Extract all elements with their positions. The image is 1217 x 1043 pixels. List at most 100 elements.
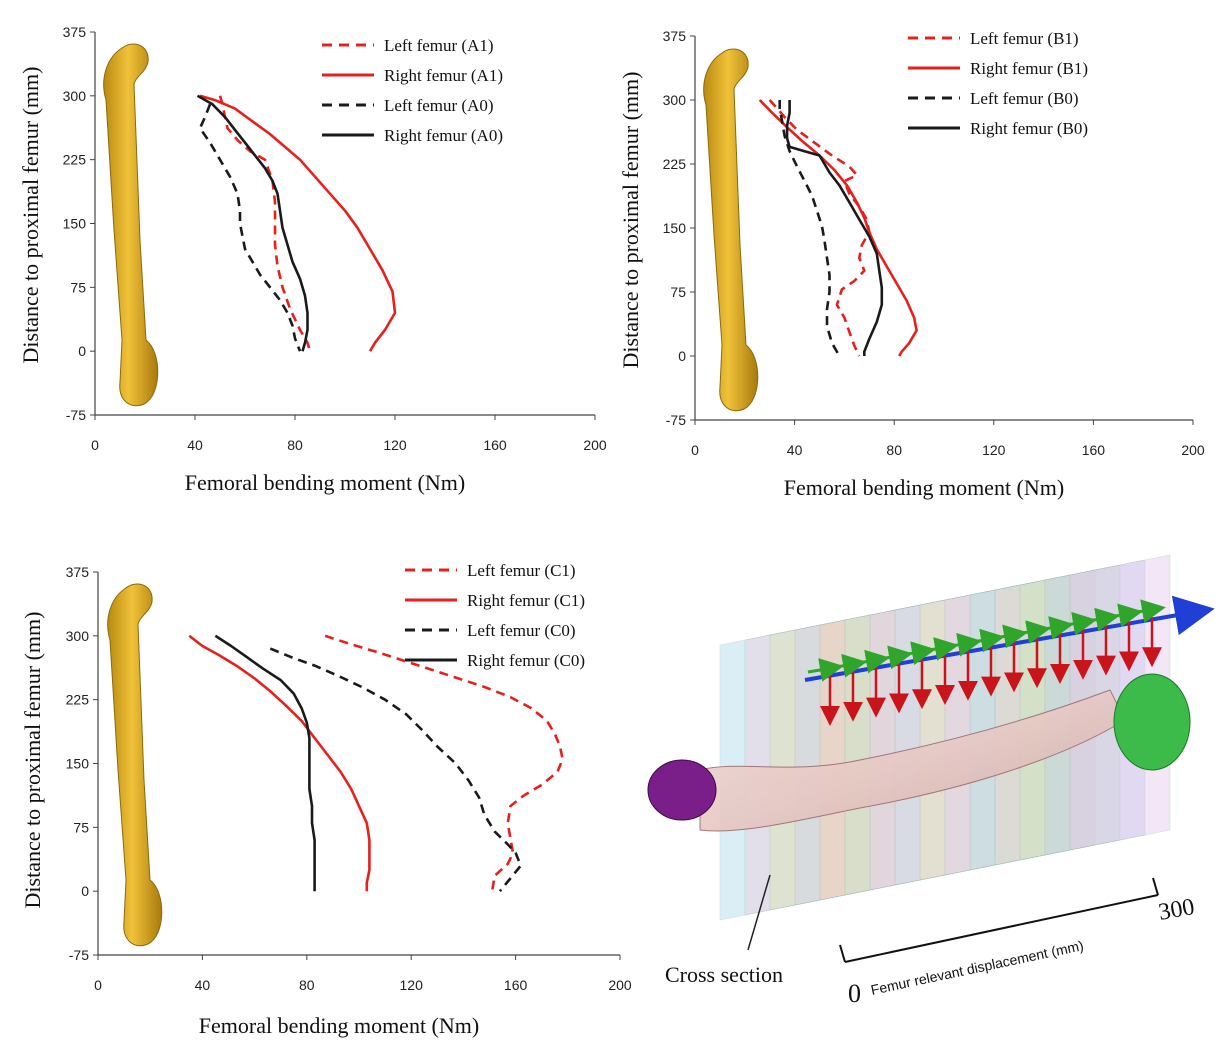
load-arrows [807,599,1166,726]
x-tick-label: 40 [195,977,211,993]
legend-label: Right femur (B0) [970,119,1088,138]
x-tick-label: 200 [1181,442,1205,458]
y-axis-label: Distance to proximal femur (mm) [618,72,643,369]
x-tick-label: 0 [94,977,102,993]
x-axis-label: Femoral bending moment (Nm) [185,470,465,495]
load-arrow-green [853,649,890,674]
series-line-2 [199,94,397,352]
series-line-4 [785,100,884,356]
load-arrow-green [1060,611,1097,636]
legend-label: Left femur (B0) [970,89,1079,108]
series-line-3 [198,103,302,352]
displacement-axis-caption: Femur relevant displacement (mm) [869,937,1085,998]
legend-label: Right femur (B1) [970,59,1088,78]
legend-label: Right femur (A1) [384,66,503,85]
y-tick-label: 150 [63,216,87,232]
y-axis-label: Distance to proximal femur (mm) [20,612,45,909]
displacement-axis-tick-left [839,944,846,963]
y-axis-label: Distance to proximal femur (mm) [18,67,43,364]
y-tick-label: -75 [69,947,89,963]
displacement-axis [844,894,1159,963]
load-arrow-green [807,658,844,682]
y-tick-label: 225 [63,152,87,168]
x-tick-label: 120 [383,437,407,453]
x-tick-label: 160 [504,977,528,993]
x-tick-label: 120 [982,442,1006,458]
y-tick-label: 150 [66,756,90,772]
load-arrow-green [830,653,867,678]
y-tick-label: 150 [663,220,687,236]
load-arrow-green [1014,620,1051,645]
load-arrow-green [922,637,959,661]
y-tick-label: 225 [663,156,687,172]
load-arrow-green [945,632,982,657]
legend-label: Left femur (A0) [384,96,494,115]
series-line-1 [218,95,312,352]
displacement-axis-start: 0 [848,979,861,1008]
series-line-2 [188,634,371,892]
x-tick-label: 40 [787,442,803,458]
y-tick-label: 375 [663,28,687,44]
x-tick-label: 80 [287,437,303,453]
x-tick-label: 120 [400,977,424,993]
x-tick-label: 80 [886,442,902,458]
cross-section-label: Cross section [665,962,783,987]
x-tick-label: 160 [1082,442,1106,458]
chart-c: -75 0 75 150 225 300 375 0 40 80 120 160 200 Femoral … [20,561,632,1038]
series-line-1 [324,634,564,892]
chart-b: -75 0 75 150 225 300 375 0 40 80 120 160 200 Femoral … [618,28,1205,500]
y-tick-label: 0 [78,343,86,359]
x-tick-label: 200 [608,977,632,993]
series-line-4 [196,94,309,352]
y-tick-label: 0 [81,883,89,899]
series-line-2 [758,99,918,357]
displacement-axis-tick-right [1152,877,1159,896]
y-tick-label: 300 [63,88,87,104]
x-tick-label: 0 [91,437,99,453]
load-arrow-green [876,645,913,670]
femur-fe-illustration: Cross section 0 300 Femur relevant displ… [647,554,1215,1008]
load-arrow-green [1106,603,1143,628]
y-tick-label: -75 [66,407,86,423]
x-axis-label: Femoral bending moment (Nm) [784,475,1064,500]
load-arrow-green [1129,599,1166,624]
x-tick-label: 160 [483,437,507,453]
cross-section-planes [719,554,1171,921]
femoral-condyle-mesh [1113,673,1191,771]
load-arrow-green [991,624,1028,649]
femur-image-a [103,43,159,407]
x-axis-label: Femoral bending moment (Nm) [199,1013,479,1038]
y-tick-label: 300 [663,92,687,108]
series-line-3 [778,100,841,357]
x-tick-label: 200 [583,437,607,453]
x-tick-label: 0 [691,442,699,458]
x-tick-label: 80 [299,977,315,993]
legend-label: Left femur (C1) [467,561,576,580]
femur-image-b [703,48,759,412]
y-tick-label: 75 [73,819,89,835]
y-tick-label: 0 [678,348,686,364]
y-tick-label: 75 [70,279,86,295]
femur-image-c [107,583,163,947]
y-tick-label: -75 [666,412,686,428]
legend-label: Right femur (A0) [384,126,503,145]
load-arrow-green [1083,607,1120,632]
cross-section-leader [747,874,771,951]
load-arrow-green [968,628,1005,653]
load-arrow-green [1037,616,1074,640]
y-tick-label: 375 [66,564,90,580]
legend-label: Right femur (C1) [467,591,585,610]
legend-label: Right femur (C0) [467,651,585,670]
y-tick-label: 225 [66,692,90,708]
y-tick-label: 75 [670,284,686,300]
x-tick-label: 40 [187,437,203,453]
legend-label: Left femur (B1) [970,29,1079,48]
displacement-axis-end: 300 [1157,894,1197,926]
legend-label: Left femur (A1) [384,36,494,55]
series-line-4 [214,634,316,892]
y-tick-label: 375 [63,24,87,40]
series-line-3 [269,647,523,893]
charts-layer: -75 0 75 150 225 300 375 0 40 80 120 160 200 Femoral … [18,24,1205,1038]
chart-a: -75 0 75 150 225 300 375 0 40 80 120 160 200 Femoral … [18,24,607,495]
